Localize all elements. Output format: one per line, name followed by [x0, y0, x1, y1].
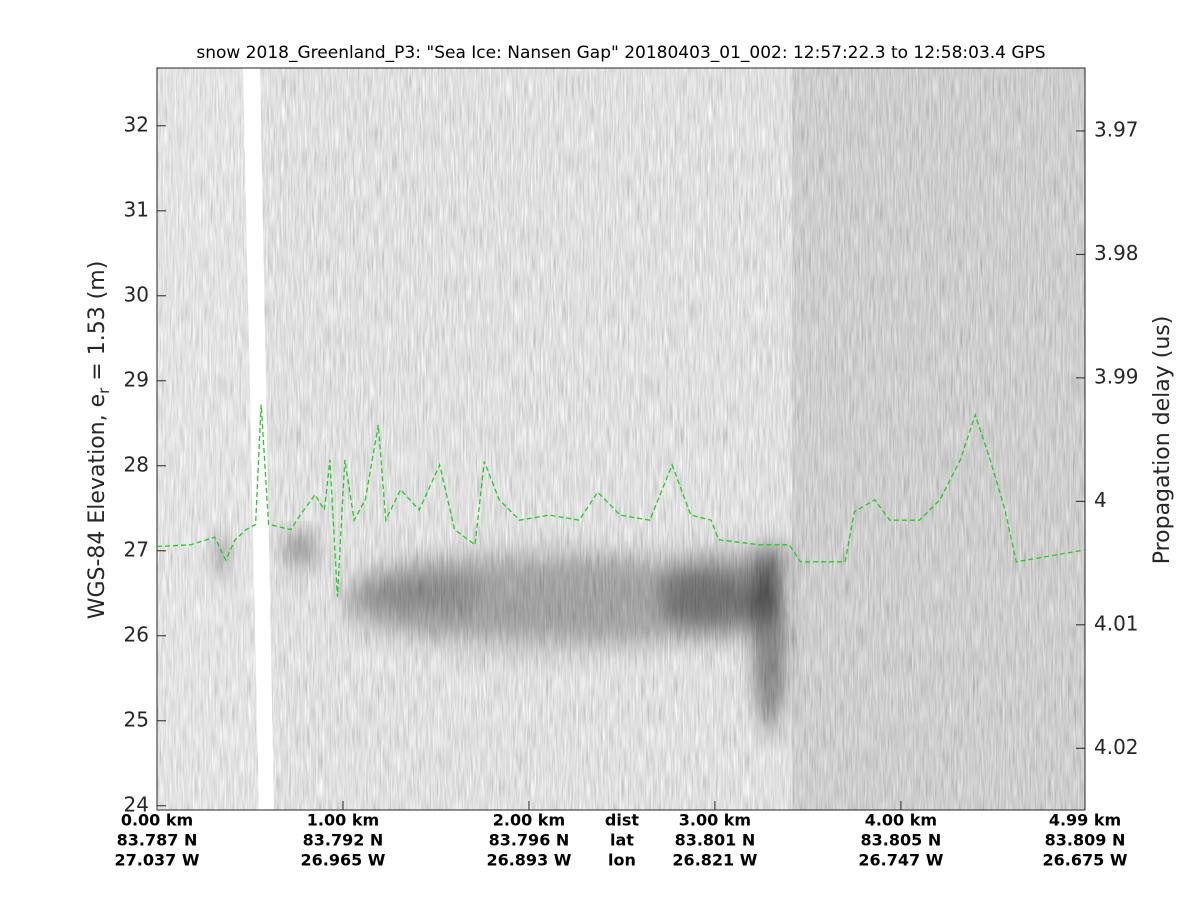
lon-label: 26.675 W [1043, 851, 1128, 870]
y-tick-label: 24 [124, 792, 149, 816]
surface-line [157, 404, 1085, 597]
y-tick-label: 28 [124, 452, 149, 476]
y2-tick-label: 3.97 [1094, 117, 1139, 141]
x-row-name: dist [605, 811, 639, 830]
lon-label: 26.893 W [486, 851, 571, 870]
x-tick-label: 4.99 km [1049, 811, 1121, 830]
lat-label: 83.809 N [1045, 831, 1126, 850]
y-tick-label: 25 [124, 707, 149, 731]
x-tick-label: 0.00 km [121, 811, 193, 830]
x-tick-label: 1.00 km [307, 811, 379, 830]
y2-tick-label: 4 [1094, 488, 1107, 512]
lat-label: 83.787 N [117, 831, 198, 850]
y-label-sub: r [95, 387, 113, 394]
y2-tick-label: 4.01 [1094, 611, 1139, 635]
lon-label: 26.747 W [858, 851, 943, 870]
lon-label: 27.037 W [115, 851, 200, 870]
y-tick-label: 32 [124, 112, 149, 136]
y-tick-label: 29 [124, 367, 149, 391]
y2-tick-label: 3.99 [1094, 364, 1139, 388]
echogram [157, 68, 1085, 810]
y-tick-label: 26 [124, 622, 149, 646]
y-tick-label: 27 [124, 537, 149, 561]
y-axis-label: WGS-84 Elevation, er = 1.53 (m) [85, 261, 113, 620]
lat-label: 83.805 N [861, 831, 942, 850]
lat-label: 83.796 N [489, 831, 570, 850]
plot-frame [156, 67, 1086, 811]
x-tick-label: 3.00 km [679, 811, 751, 830]
x-tick-label: 2.00 km [493, 811, 565, 830]
x-row-name: lon [608, 851, 636, 870]
lat-label: 83.792 N [303, 831, 384, 850]
lat-label: 83.801 N [675, 831, 756, 850]
x-tick-label: 4.00 km [865, 811, 937, 830]
y-tick-label: 31 [124, 197, 149, 221]
lon-label: 26.821 W [672, 851, 757, 870]
chart-title: snow 2018_Greenland_P3: "Sea Ice: Nansen… [196, 43, 1045, 63]
y2-tick-label: 3.98 [1094, 241, 1139, 265]
y2-axis-label: Propagation delay (us) [1150, 316, 1175, 565]
y-label-main: WGS-84 Elevation, e [85, 394, 110, 619]
y-tick-label: 30 [124, 282, 149, 306]
y2-tick-label: 4.02 [1094, 735, 1139, 759]
x-row-name: lat [610, 831, 634, 850]
y-label-rest: = 1.53 (m) [85, 261, 110, 388]
lon-label: 26.965 W [300, 851, 385, 870]
